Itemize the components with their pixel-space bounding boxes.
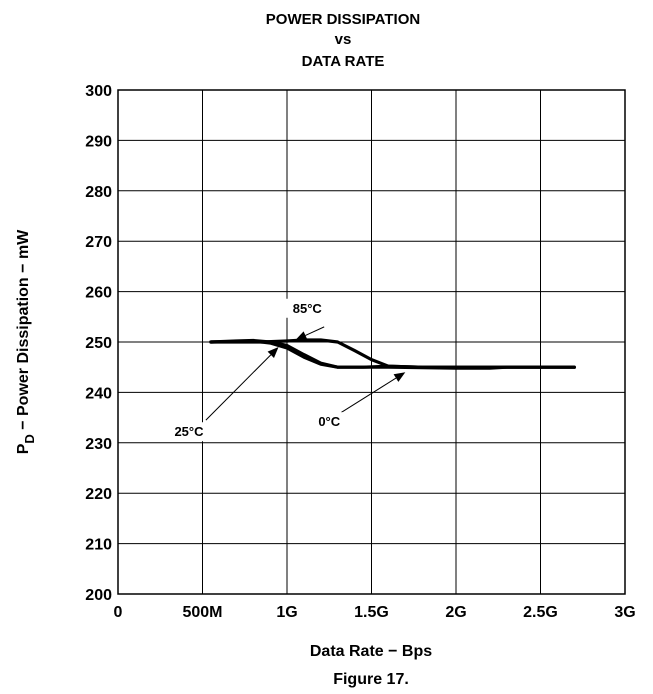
y-tick-label: 240 xyxy=(85,385,112,402)
plot-frame xyxy=(117,89,626,595)
x-tick-label: 3G xyxy=(614,604,635,621)
series-line-25c xyxy=(209,339,576,369)
figure-caption: Figure 17. xyxy=(333,671,409,688)
y-tick-label: 290 xyxy=(85,133,112,150)
annotation-arrow-25c xyxy=(267,347,279,359)
annotation-label-bg-0c xyxy=(307,412,352,432)
y-tick-label: 200 xyxy=(85,587,112,604)
series-line-0c xyxy=(209,338,576,370)
annotation-leader-0c xyxy=(340,377,397,413)
x-tick-label: 1G xyxy=(276,604,297,621)
annotation-label-bg-25c xyxy=(166,422,211,442)
annotation-label-25c: 25°C xyxy=(174,424,204,439)
y-tick-label: 270 xyxy=(85,234,112,251)
y-tick-label: 260 xyxy=(85,285,112,302)
title-line-3: DATA RATE xyxy=(302,53,385,70)
y-axis-label-main: P xyxy=(15,443,32,454)
y-axis-label: PD − Power Dissipation − mW xyxy=(15,229,37,454)
y-axis-tick-labels: 200 210 220 230 240 250 260 270 280 290 300 xyxy=(85,83,112,604)
annotation-leader-25c xyxy=(205,354,272,421)
y-tick-label: 250 xyxy=(85,335,112,352)
y-tick-label: 280 xyxy=(85,184,112,201)
x-tick-label: 1.5G xyxy=(354,604,389,621)
grid-lines xyxy=(117,89,626,595)
x-axis-tick-labels: 0 500M 1G 1.5G 2G 2.5G 3G xyxy=(114,604,636,621)
series-line-85c xyxy=(209,338,576,369)
annotation-label-85c: 85°C xyxy=(293,301,323,316)
y-axis-label-subscript: D xyxy=(22,434,37,443)
x-tick-label: 500M xyxy=(182,604,222,621)
x-axis-label: Data Rate − Bps xyxy=(310,643,432,660)
x-tick-label: 0 xyxy=(114,604,123,621)
x-tick-label: 2.5G xyxy=(523,604,558,621)
title-line-1: POWER DISSIPATION xyxy=(266,11,420,28)
annotation-label-0c: 0°C xyxy=(318,414,340,429)
y-tick-label: 210 xyxy=(85,537,112,554)
chart-title: POWER DISSIPATION vs DATA RATE xyxy=(266,11,420,70)
y-tick-label: 220 xyxy=(85,486,112,503)
annotation-label-bg-85c xyxy=(285,298,330,318)
annotation-arrow-85c xyxy=(295,331,308,340)
series-lines xyxy=(209,338,576,370)
x-tick-label: 2G xyxy=(445,604,466,621)
y-axis-label-rest: − Power Dissipation − mW xyxy=(15,229,32,434)
y-tick-label: 230 xyxy=(85,436,112,453)
annotation-leader-85c xyxy=(305,326,325,336)
annotations: 85°C 25°C 0°C xyxy=(166,298,406,442)
title-line-2: vs xyxy=(335,31,352,48)
y-tick-label: 300 xyxy=(85,83,112,100)
annotation-arrow-0c xyxy=(393,372,406,382)
